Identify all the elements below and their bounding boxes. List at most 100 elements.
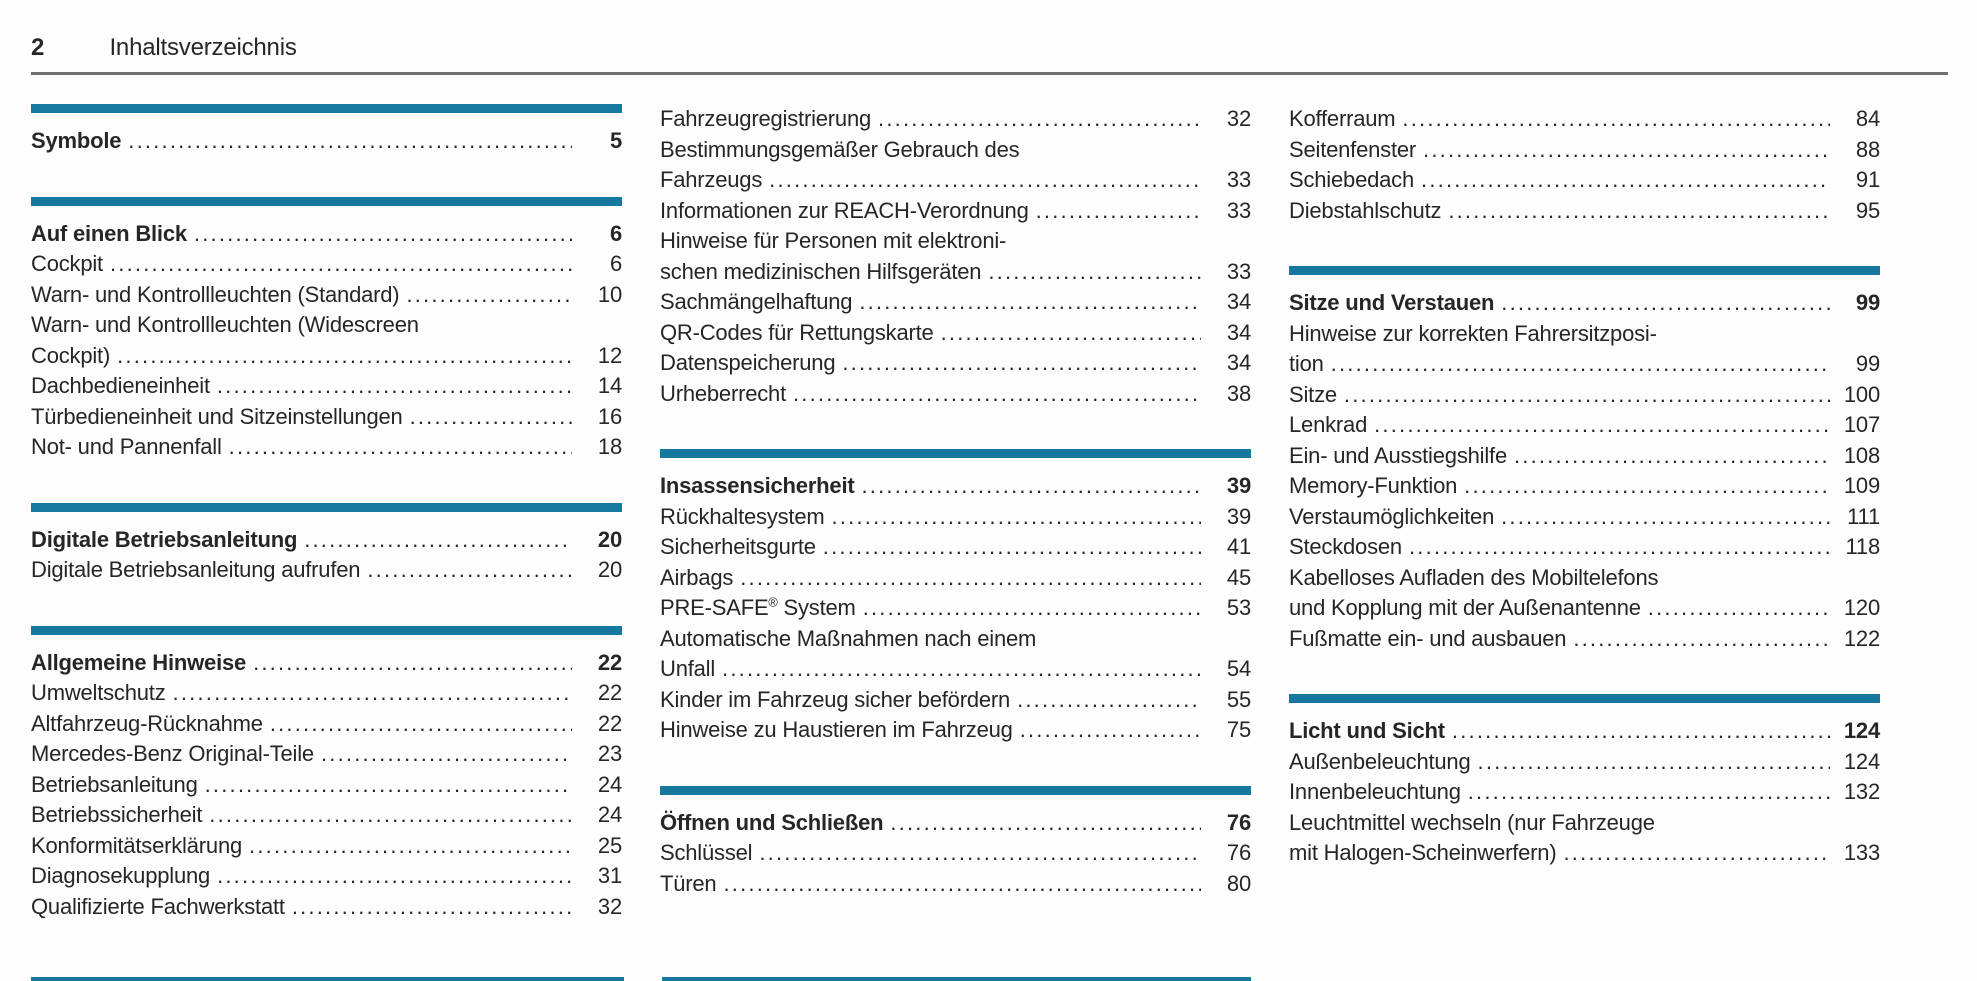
toc-entry-row: Umweltschutz 22	[31, 678, 622, 709]
column-3: Kofferraum 84 Seitenfenster 88 Schiebedach 91…	[1289, 104, 1880, 922]
toc-entry-row: Sicherheitsgurte 41	[660, 532, 1251, 563]
page-number: 53	[1226, 595, 1251, 620]
entry-text: Schiebedach	[1289, 167, 1415, 192]
page-number: 107	[1843, 412, 1880, 437]
page-number: 22	[597, 680, 622, 705]
page-number: 132	[1843, 779, 1880, 804]
toc-entry-row: Fußmatte ein- und ausbauen 122	[1289, 624, 1880, 655]
toc-entry-row: Airbags 45	[660, 563, 1251, 594]
page-number: 109	[1843, 473, 1880, 498]
dot-leader	[209, 800, 572, 831]
dot-leader	[1020, 715, 1201, 746]
dot-leader	[759, 838, 1201, 869]
toc-entry-row: Kinder im Fahrzeug sicher befördern 55	[660, 685, 1251, 716]
entry-text: Leuchtmittel wechseln (nur Fahrzeuge	[1289, 809, 1655, 835]
toc-block: Licht und Sicht 124 Außenbeleuchtung 124 Inn…	[1289, 694, 1880, 869]
toc-entry-row: Steckdosen 118	[1289, 532, 1880, 563]
toc-entry-row: Türen 80	[660, 869, 1251, 900]
dot-leader	[859, 287, 1201, 318]
toc-block: Kofferraum 84 Seitenfenster 88 Schiebedach 91…	[1289, 104, 1880, 226]
dot-leader	[1478, 747, 1830, 778]
entry-text: Sitze	[1289, 381, 1337, 407]
entry-text: Mercedes-Benz Original-Teile	[31, 741, 314, 766]
page-number: 5	[609, 128, 622, 153]
section-accent-bar	[1289, 694, 1880, 703]
toc-entry-row: Not- und Pannenfall 18	[31, 432, 622, 463]
column-2: Fahrzeugregistrierung 32 Bestimmungsgemäße…	[660, 104, 1251, 922]
page-title: Inhaltsverzeichnis	[109, 34, 297, 61]
entry-text: Dachbedieneinheit	[31, 373, 210, 398]
dot-leader	[205, 770, 572, 801]
entry-text: Digitale Betriebsanleitung aufrufen	[31, 557, 361, 582]
page-number: 124	[1843, 718, 1880, 743]
dot-leader	[1563, 838, 1830, 869]
entry-text: Fußmatte ein- und ausbauen	[1289, 625, 1567, 651]
page-number: 100	[1843, 381, 1880, 407]
section-accent-bar	[31, 104, 622, 113]
entry-text: QR-Codes für Rettungskarte	[660, 319, 934, 345]
page-number: 20	[597, 526, 622, 552]
toc-entry-row: PRE-SAFE® System 53	[660, 593, 1251, 624]
entry-text: Betriebssicherheit	[31, 802, 203, 827]
page-number: 34	[1226, 319, 1251, 345]
page-number: 118	[1845, 534, 1881, 559]
page-number: 75	[1226, 717, 1251, 742]
dot-leader	[321, 739, 572, 770]
page-number: 38	[1226, 380, 1251, 406]
toc-entry-row: Fahrzeugregistrierung 32	[660, 104, 1251, 135]
toc-columns: Symbole 5 Auf einen Blick 6 Cockpit 6 Warn- un…	[0, 75, 1977, 922]
dot-leader	[1423, 135, 1830, 166]
dot-leader	[194, 219, 572, 250]
dot-leader	[1409, 532, 1830, 563]
dot-leader	[217, 861, 572, 892]
dot-leader	[1344, 380, 1830, 411]
entry-text: und Kopplung mit der Außenantenne	[1289, 595, 1641, 620]
toc-entry-row: Hinweise zur korrekten Fahrersitzposi-	[1289, 319, 1880, 350]
entry-text: Seitenfenster	[1289, 136, 1417, 162]
page-number: 54	[1226, 656, 1251, 681]
toc-entry-row: Qualifizierte Fachwerkstatt 32	[31, 892, 622, 923]
entry-text: Steckdosen	[1289, 534, 1402, 559]
page-number: 16	[597, 403, 622, 429]
entry-text: Insassensicherheit	[660, 473, 855, 498]
page-number: 122	[1843, 625, 1880, 651]
toc-block: Sitze und Verstauen 99 Hinweise zur korrek…	[1289, 266, 1880, 654]
dot-leader	[1421, 165, 1830, 196]
dot-leader	[863, 593, 1201, 624]
dot-leader	[249, 831, 572, 862]
toc-entry-row: Sachmängelhaftung 34	[660, 287, 1251, 318]
entry-text: Kinder im Fahrzeug sicher befördern	[660, 686, 1011, 712]
toc-entry-row: Informationen zur REACH-Verordnung 33	[660, 196, 1251, 227]
page-number: 32	[597, 893, 622, 919]
dot-leader	[862, 471, 1202, 502]
entry-text: Türen	[660, 870, 717, 896]
dot-leader	[941, 318, 1201, 349]
dot-leader	[270, 709, 572, 740]
entry-text: tion	[1289, 351, 1324, 376]
entry-text: Konformitätserklärung	[31, 832, 243, 858]
entry-text: Warn- und Kontrollleuchten (Standard)	[31, 281, 400, 307]
page-number: 24	[597, 802, 622, 827]
page-number: 34	[1226, 350, 1251, 375]
dot-leader	[793, 379, 1201, 410]
entry-text: Cockpit)	[31, 342, 111, 368]
toc-entry-row: Kabelloses Aufladen des Mobiltelefons	[1289, 563, 1880, 594]
dot-leader	[1468, 777, 1830, 808]
section-accent-bar	[660, 449, 1251, 458]
entry-text: Airbags	[660, 564, 734, 590]
entry-text: Not- und Pannenfall	[31, 434, 222, 459]
dot-leader	[988, 257, 1201, 288]
toc-entry-row: QR-Codes für Rettungskarte 34	[660, 318, 1251, 349]
toc-block: Öffnen und Schließen 76 Schlüssel 76 Türen 80	[660, 785, 1251, 900]
toc-entry-row: Cockpit 6	[31, 249, 622, 280]
page-number: 95	[1855, 197, 1880, 223]
page-number: 20	[597, 557, 622, 582]
toc-entry-row: Memory-Funktion 109	[1289, 471, 1880, 502]
entry-text: Qualifizierte Fachwerkstatt	[31, 893, 285, 919]
header-rule	[31, 72, 1948, 75]
toc-entry-row: Urheberrecht 38	[660, 379, 1251, 410]
dot-leader	[1402, 104, 1830, 135]
dot-leader	[304, 525, 572, 556]
toc-entry-row: Diagnosekupplung 31	[31, 861, 622, 892]
page-number: 25	[597, 832, 622, 858]
